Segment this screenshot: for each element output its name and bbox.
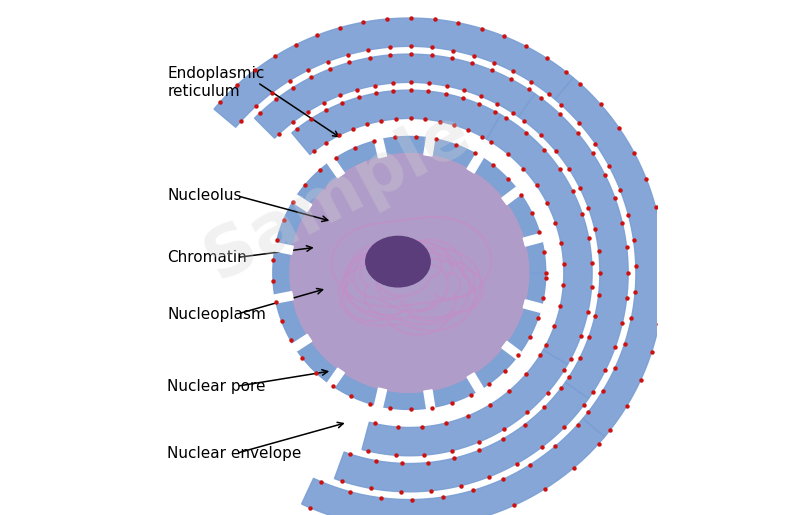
Polygon shape — [275, 291, 293, 303]
Polygon shape — [255, 54, 535, 138]
Polygon shape — [362, 350, 567, 456]
Polygon shape — [214, 18, 573, 127]
Polygon shape — [292, 334, 312, 351]
Text: Endoplasmic
reticulum: Endoplasmic reticulum — [168, 66, 265, 98]
Text: Chromatin: Chromatin — [168, 250, 247, 265]
Polygon shape — [292, 195, 312, 212]
Text: Nuclear envelope: Nuclear envelope — [168, 445, 302, 461]
Polygon shape — [327, 159, 345, 178]
Polygon shape — [292, 90, 500, 154]
Polygon shape — [424, 137, 435, 156]
Polygon shape — [273, 136, 546, 409]
Text: Sample: Sample — [193, 98, 481, 294]
Text: Nuclear pore: Nuclear pore — [168, 379, 266, 394]
Text: Nucleolus: Nucleolus — [168, 188, 242, 203]
Polygon shape — [374, 388, 386, 407]
Polygon shape — [523, 300, 543, 313]
Polygon shape — [374, 139, 386, 158]
Polygon shape — [487, 115, 592, 365]
Polygon shape — [467, 153, 484, 173]
Polygon shape — [502, 341, 521, 358]
Polygon shape — [523, 233, 543, 246]
Polygon shape — [519, 94, 628, 399]
Circle shape — [290, 153, 529, 392]
Polygon shape — [424, 390, 435, 409]
Polygon shape — [502, 187, 521, 204]
Polygon shape — [555, 78, 664, 437]
Polygon shape — [275, 243, 293, 254]
Polygon shape — [327, 368, 345, 387]
Text: Nucleoplasm: Nucleoplasm — [168, 306, 266, 322]
Polygon shape — [334, 382, 589, 492]
Polygon shape — [467, 373, 484, 392]
Polygon shape — [302, 419, 605, 515]
Ellipse shape — [365, 236, 430, 287]
